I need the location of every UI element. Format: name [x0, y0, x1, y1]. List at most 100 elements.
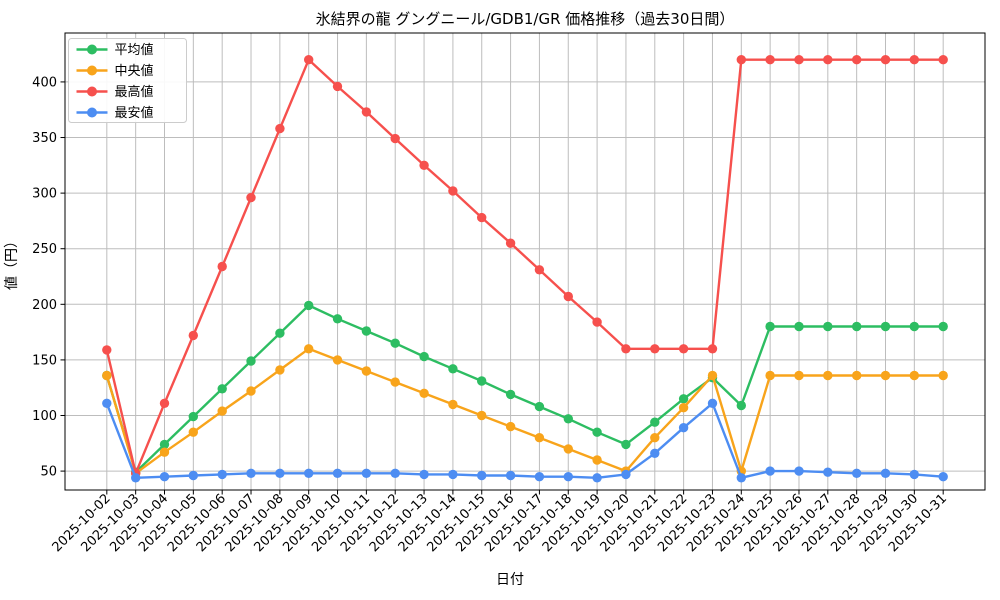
data-point — [505, 389, 516, 400]
data-point — [880, 55, 891, 65]
y-tick-label: 250 — [32, 242, 57, 257]
data-point — [304, 468, 314, 478]
data-point — [938, 472, 948, 482]
data-point — [477, 376, 487, 386]
data-point — [534, 472, 545, 482]
legend-label: 最高値 — [115, 84, 154, 100]
y-axis-label: 値（円） — [4, 234, 20, 290]
y-tick-label: 200 — [32, 298, 57, 313]
data-point — [102, 345, 112, 355]
data-point — [361, 326, 372, 336]
data-point — [477, 212, 487, 223]
data-point — [159, 447, 170, 457]
data-point — [650, 448, 660, 458]
legend-marker — [87, 44, 97, 55]
data-point — [419, 388, 429, 398]
data-point — [765, 321, 775, 332]
series-平均値 — [102, 300, 948, 477]
data-point — [707, 344, 718, 354]
data-point — [275, 328, 285, 338]
data-point — [159, 398, 170, 408]
data-point — [275, 123, 285, 134]
data-point — [361, 107, 372, 117]
series-lines — [102, 55, 948, 483]
data-point — [592, 455, 602, 465]
data-point — [534, 433, 545, 443]
legend-marker — [87, 86, 97, 97]
data-point — [332, 355, 343, 365]
data-point — [390, 377, 400, 387]
data-point — [534, 401, 545, 412]
data-point — [477, 410, 487, 421]
data-point — [909, 321, 919, 332]
y-tick-label: 400 — [32, 75, 57, 90]
y-tick-label: 50 — [40, 465, 57, 480]
data-point — [419, 351, 429, 362]
data-point — [592, 317, 602, 327]
legend-marker — [87, 107, 97, 118]
legend-box — [68, 38, 187, 123]
data-point — [852, 321, 862, 332]
x-tick-labels: 2025-10-022025-10-032025-10-042025-10-05… — [50, 491, 950, 555]
series-line — [105, 402, 945, 479]
data-point — [448, 186, 458, 196]
data-point — [304, 344, 314, 354]
series-最安値 — [102, 398, 948, 483]
data-point — [650, 417, 660, 427]
data-point — [880, 370, 891, 381]
series-中央値 — [102, 344, 948, 478]
data-point — [361, 468, 372, 478]
data-point — [448, 364, 458, 374]
data-point — [332, 314, 343, 324]
legend-label: 最安値 — [115, 105, 154, 121]
data-point — [592, 427, 602, 437]
data-point — [823, 55, 833, 65]
data-point — [534, 265, 545, 275]
legend-marker — [87, 65, 97, 76]
data-point — [102, 370, 112, 381]
data-point — [938, 55, 948, 65]
data-point — [159, 472, 170, 482]
y-tick-label: 100 — [32, 409, 57, 424]
y-tick-labels: 50 100 150 200 250 300 350 400 — [32, 75, 57, 479]
legend-item-中央値: 中央値 — [76, 63, 154, 79]
data-point — [246, 192, 256, 203]
data-point — [188, 470, 198, 481]
data-point — [765, 55, 775, 65]
gridlines — [65, 33, 985, 490]
data-point — [275, 365, 285, 375]
data-point — [419, 469, 429, 480]
data-point — [909, 469, 919, 480]
data-point — [823, 321, 833, 332]
data-point — [938, 321, 948, 332]
data-point — [678, 423, 689, 433]
data-point — [563, 414, 573, 424]
data-point — [304, 55, 314, 65]
data-point — [563, 472, 573, 482]
data-point — [592, 473, 602, 483]
data-point — [131, 473, 141, 483]
data-point — [678, 394, 689, 404]
data-point — [794, 466, 804, 476]
data-point — [448, 399, 458, 410]
data-point — [390, 338, 400, 348]
data-point — [621, 469, 631, 480]
data-point — [880, 321, 891, 332]
data-point — [736, 55, 746, 65]
legend-label: 平均値 — [115, 42, 154, 58]
series-最高値 — [102, 55, 948, 478]
data-point — [736, 400, 746, 411]
data-point — [477, 470, 487, 481]
data-point — [390, 468, 400, 478]
data-point — [678, 344, 689, 354]
data-point — [448, 469, 458, 480]
legend-item-最安値: 最安値 — [76, 105, 154, 121]
x-axis-label: 日付 — [496, 572, 524, 588]
y-tick-label: 150 — [32, 353, 57, 368]
data-point — [678, 403, 689, 413]
data-point — [765, 370, 775, 381]
legend-label: 中央値 — [115, 63, 154, 79]
data-point — [823, 370, 833, 381]
